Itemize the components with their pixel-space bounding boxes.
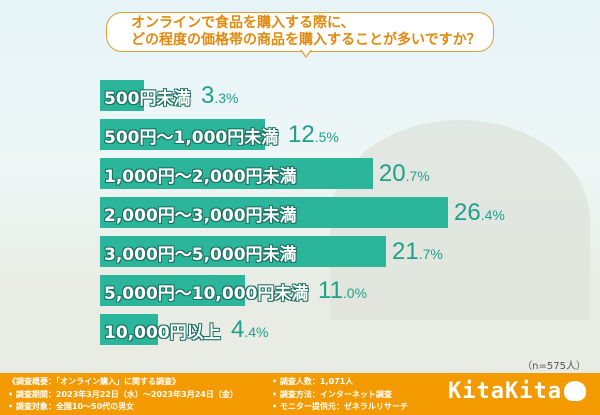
value-integer: 12 [288,121,315,148]
value-integer: 21 [392,238,419,265]
value-decimal: .7% [405,168,430,184]
bar [100,158,373,189]
value-integer: 20 [378,160,406,187]
bar [100,236,387,267]
category-label: 1,000円～2,000円未満 [104,167,297,187]
survey-count: • 調査人数：1,071人 [272,377,354,386]
bar [100,80,144,111]
value-integer: 3 [201,82,215,109]
value-label: 12.5% [288,121,339,149]
value-decimal: .3% [214,90,239,106]
value-label: 26.4% [454,199,505,227]
value-label: 4.4% [231,316,268,344]
category-label: 500円未満 [104,89,191,109]
bar [100,197,448,228]
value-decimal: .5% [314,129,339,145]
question-line2: どの程度の価格帯の商品を購入することが多いですか？ [131,32,481,48]
category-label: 500円～1,000円未満 [104,128,279,148]
survey-title: 《調査概要：「オンライン購入」に関する調査》 [8,377,180,386]
category-label: 2,000円～3,000円未満 [104,206,297,226]
category-label: 5,000円～10,000円未満 [104,284,309,304]
survey-method: • 調査方法：インターネット調査 [272,390,392,399]
value-decimal: .4% [244,324,269,340]
sample-size: （n=575人） [522,361,586,372]
kitakita-logo: KitaKita [448,379,562,404]
value-integer: 11 [318,277,343,304]
value-label: 21.7% [392,238,443,266]
survey-period: • 調査期間：2023年3月22日（水）～2023年3月24日（金） [8,390,238,399]
bar [100,314,158,345]
bar [100,275,245,306]
value-label: 3.3% [201,82,238,110]
value-decimal: .4% [480,207,505,223]
hokkaido-icon [564,381,586,401]
value-label: 11.0% [318,277,367,305]
survey-target: • 調査対象：全国10～50代の男女 [8,402,135,411]
survey-provider: • モニター提供元：ゼネラルリサーチ [272,402,408,411]
bar [100,119,265,150]
question-line1: オンラインで食品を購入する際に、 [131,15,355,31]
value-integer: 26 [454,199,481,226]
category-label: 3,000円～5,000円未満 [104,245,297,265]
value-label: 20.7% [379,160,430,188]
category-label: 10,000円以上 [104,323,221,343]
value-decimal: .0% [342,285,368,301]
footer: 《調査概要：「オンライン購入」に関する調査》 • 調査期間：2023年3月22日… [0,373,600,415]
value-decimal: .7% [418,246,443,262]
value-integer: 4 [231,316,245,343]
question-bubble: オンラインで食品を購入する際に、 どの程度の価格帯の商品を購入することが多いです… [106,12,494,52]
